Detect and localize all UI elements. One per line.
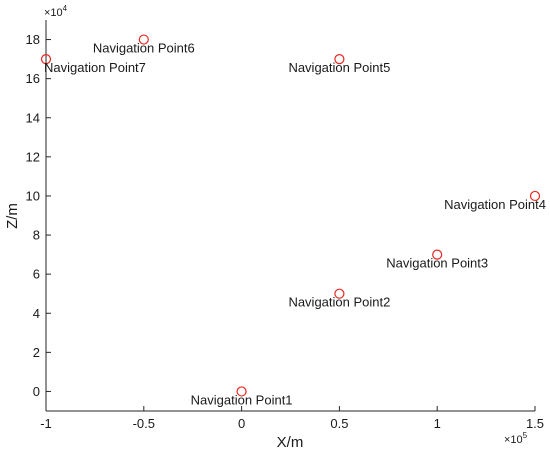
x-exponent-base: ×10 bbox=[504, 434, 523, 446]
y-tick-label: 4 bbox=[33, 306, 40, 321]
x-tick-label: -1 bbox=[40, 416, 52, 431]
plot-area bbox=[46, 20, 535, 411]
data-point-label: Navigation Point1 bbox=[191, 392, 293, 407]
data-point-label: Navigation Point3 bbox=[386, 256, 488, 271]
y-tick-label: 2 bbox=[33, 345, 40, 360]
x-tick-label: 0.5 bbox=[330, 416, 348, 431]
y-tick-label: 14 bbox=[26, 110, 40, 125]
data-point-marker bbox=[334, 53, 345, 65]
x-exponent-power: 5 bbox=[523, 431, 528, 440]
y-tick-label: 8 bbox=[33, 228, 40, 243]
data-point-marker bbox=[236, 386, 247, 397]
y-tick-label: 10 bbox=[26, 188, 40, 203]
x-axis-label: X/m bbox=[277, 434, 304, 451]
y-exponent-label: ×104 bbox=[44, 4, 68, 19]
y-tick-label: 18 bbox=[26, 32, 40, 47]
x-exponent-label: ×105 bbox=[504, 431, 528, 446]
x-tick-label: 1.5 bbox=[526, 416, 544, 431]
y-tick-label: 12 bbox=[26, 149, 40, 164]
data-point-marker bbox=[40, 53, 52, 65]
x-tick-label: 1 bbox=[434, 416, 441, 431]
x-tick-label: -0.5 bbox=[133, 416, 155, 431]
data-point-marker bbox=[529, 190, 541, 202]
y-axis-label: Z/m bbox=[4, 203, 21, 229]
axes bbox=[45, 20, 535, 412]
plot-background bbox=[46, 20, 535, 411]
data-point-label: Navigation Point5 bbox=[288, 60, 390, 75]
y-tick-label: 16 bbox=[26, 71, 40, 86]
data-point-label: Navigation Point6 bbox=[93, 41, 195, 56]
data-point-label: Navigation Point2 bbox=[288, 295, 390, 310]
y-tick-label: 0 bbox=[33, 384, 40, 399]
y-tick-label: 6 bbox=[33, 267, 40, 282]
y-exponent-base: ×10 bbox=[44, 7, 63, 19]
data-point-marker bbox=[138, 34, 149, 45]
ticks: -1 -0.5 0 0.5 1 1.5 0 2 4 6 8 10 12 14 16 18 bbox=[26, 32, 545, 431]
data-points bbox=[40, 34, 541, 397]
point-labels: Navigation Point1 Navigation Point2 Naviga… bbox=[44, 41, 546, 408]
data-point-marker bbox=[334, 288, 345, 299]
data-point-label: Navigation Point4 bbox=[444, 197, 546, 212]
y-exponent-power: 4 bbox=[63, 4, 68, 13]
x-tick-label: 0 bbox=[238, 416, 245, 431]
data-point-marker bbox=[432, 249, 443, 260]
data-point-label: Navigation Point7 bbox=[44, 60, 146, 75]
